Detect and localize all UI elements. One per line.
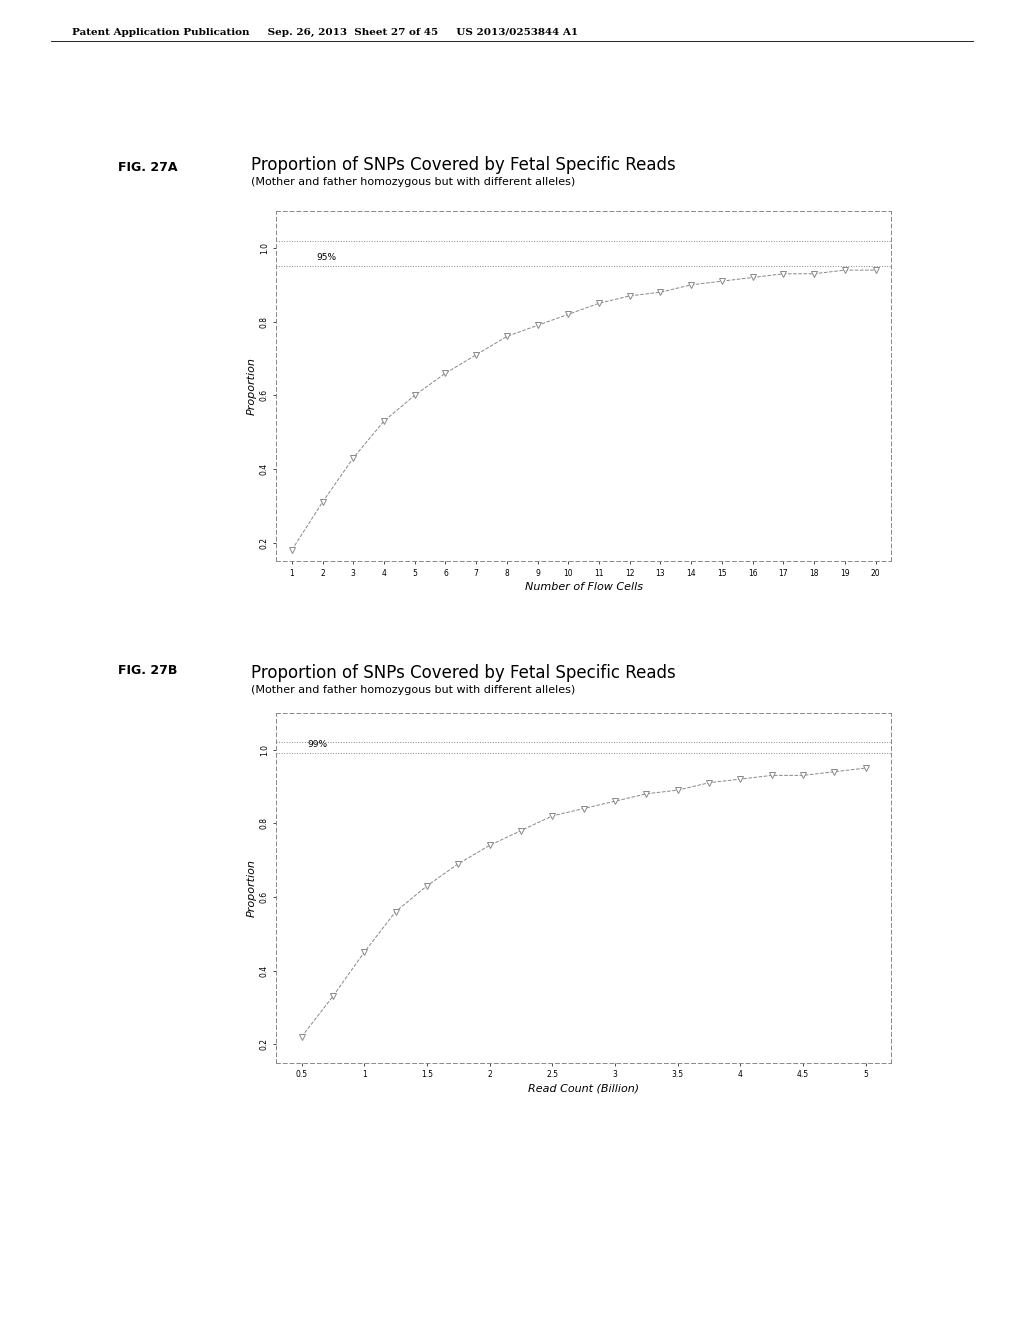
- Text: Patent Application Publication     Sep. 26, 2013  Sheet 27 of 45     US 2013/025: Patent Application Publication Sep. 26, …: [72, 28, 578, 37]
- Text: 95%: 95%: [316, 253, 337, 261]
- Text: 99%: 99%: [308, 741, 328, 748]
- X-axis label: Number of Flow Cells: Number of Flow Cells: [524, 582, 643, 591]
- Y-axis label: Proportion: Proportion: [247, 358, 257, 414]
- Text: (Mother and father homozygous but with different alleles): (Mother and father homozygous but with d…: [251, 685, 575, 696]
- X-axis label: Read Count (Billion): Read Count (Billion): [528, 1084, 639, 1093]
- Y-axis label: Proportion: Proportion: [247, 859, 257, 916]
- Text: Proportion of SNPs Covered by Fetal Specific Reads: Proportion of SNPs Covered by Fetal Spec…: [251, 156, 676, 174]
- Text: Proportion of SNPs Covered by Fetal Specific Reads: Proportion of SNPs Covered by Fetal Spec…: [251, 664, 676, 682]
- Text: (Mother and father homozygous but with different alleles): (Mother and father homozygous but with d…: [251, 177, 575, 187]
- Text: FIG. 27B: FIG. 27B: [118, 664, 177, 677]
- Text: FIG. 27A: FIG. 27A: [118, 161, 177, 174]
